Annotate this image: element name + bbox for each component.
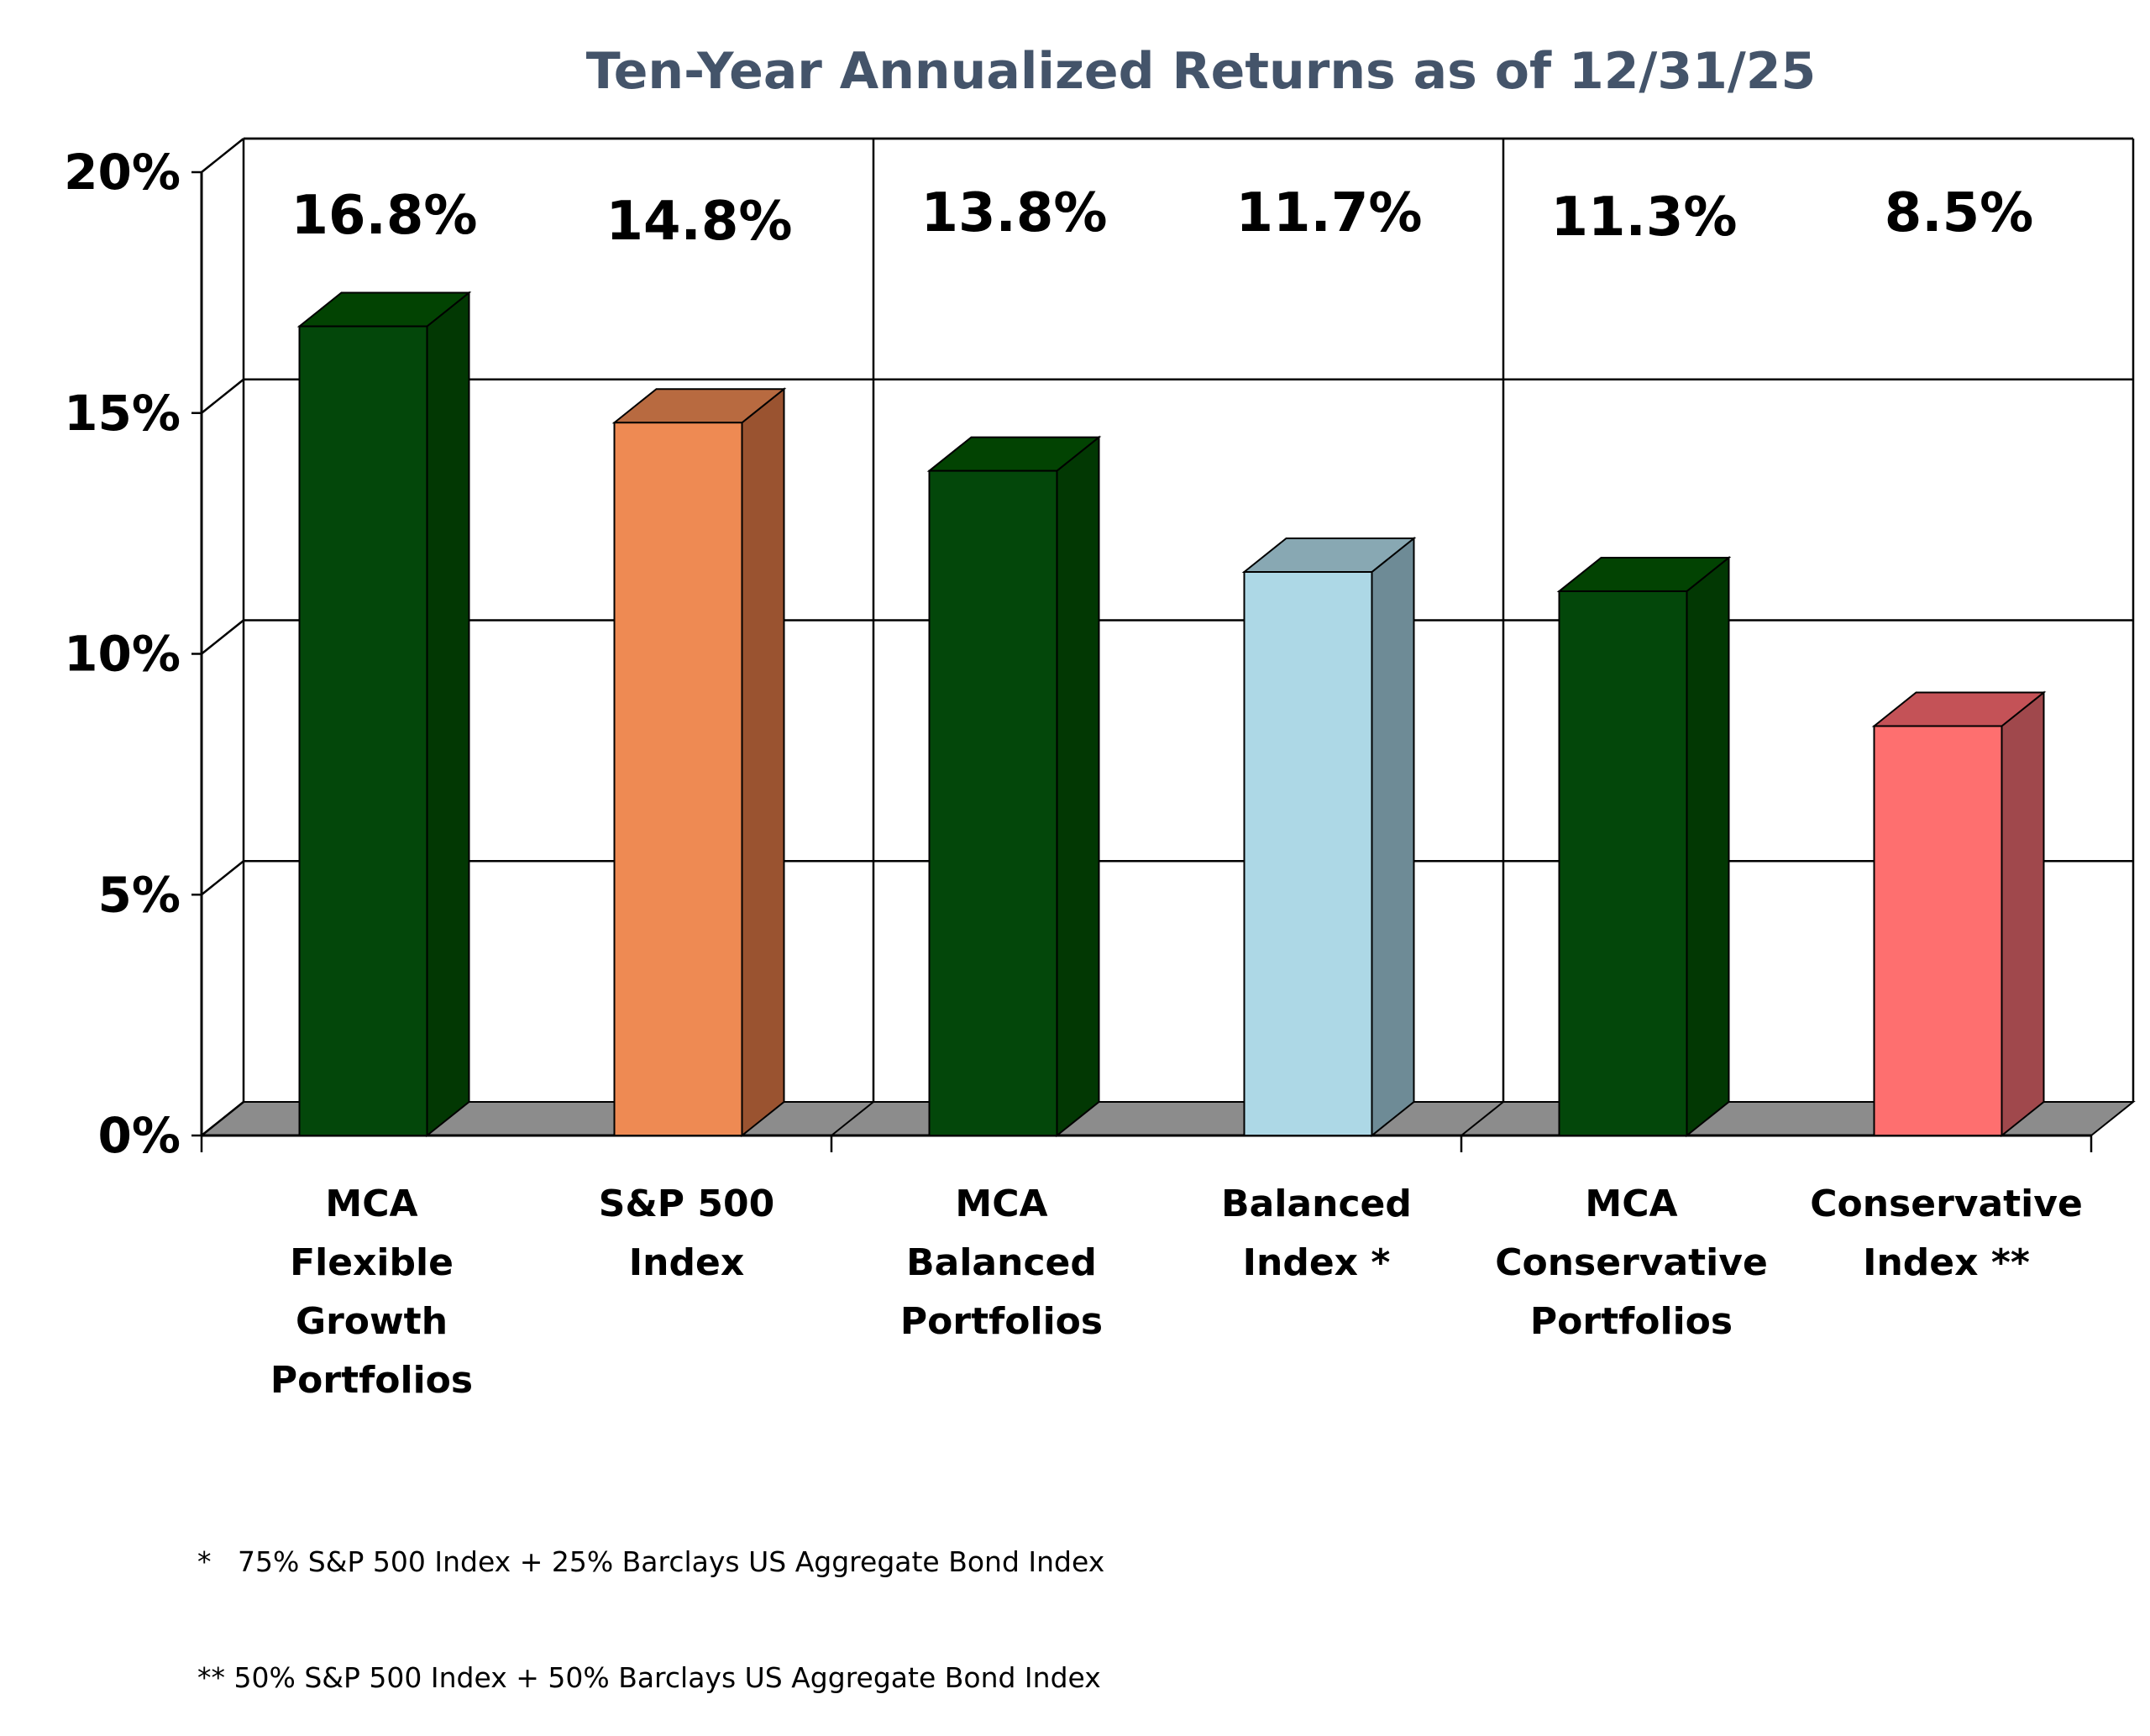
category-label-line: Growth [296,1300,448,1343]
y-tick-label: 15% [64,385,181,442]
category-label: S&P 500 Index [599,1183,774,1284]
data-label: 14.8% [606,191,792,253]
category-label-line: Index * [1243,1241,1391,1284]
bar-front [1243,571,1373,1136]
category-label-line: Index ** [1863,1241,2030,1284]
data-label: 16.8% [291,185,477,247]
bar-side [1371,536,1415,1138]
bar-front [928,469,1058,1136]
data-label: 11.3% [1550,186,1737,249]
category-label-line: Index [629,1241,744,1284]
bar [611,387,787,1138]
floor-divider [1460,1101,1504,1136]
bar [296,291,472,1138]
bar-side [1056,435,1100,1138]
category-label: Balanced Index * [1221,1183,1412,1284]
category-label-line: Balanced [906,1241,1097,1284]
category-label: Conservative Index ** [1810,1183,2083,1284]
category-label: MCA Conservative Portfolios [1495,1183,1768,1343]
category-label: MCA Balanced Portfolios [900,1183,1103,1343]
y-tick-label: 20% [64,144,181,201]
bar-front [298,325,428,1136]
gridline-depth [201,1101,244,1136]
chart-title: Ten-Year Annualized Returns as of 12/31/… [586,42,1817,101]
y-tick-label: 0% [98,1107,181,1164]
category-label-line: Conservative [1495,1241,1768,1284]
floor-divider [831,1101,874,1136]
data-label: 8.5% [1885,182,2034,244]
gridline-depth [201,378,244,414]
bar [926,435,1102,1138]
category-label-line: MCA [325,1183,417,1225]
gridline-depth [201,860,244,896]
gridline-depth [201,619,244,655]
bar [1241,536,1417,1138]
bar-front [613,422,743,1137]
bar [1871,690,2047,1138]
bar-front [1558,590,1688,1136]
bar-front [1873,725,2003,1137]
category-label-line: Conservative [1810,1183,2083,1225]
bar-side [426,291,470,1138]
chart-floor [199,1101,2136,1136]
category-label-line: Flexible [290,1241,454,1284]
category-label-line: Portfolios [900,1300,1103,1343]
category-label-line: S&P 500 [599,1183,774,1225]
category-label: MCA Flexible Growth Portfolios [270,1183,473,1402]
category-label-line: MCA [1585,1183,1677,1225]
bar-side [741,387,785,1138]
bar-side [1686,555,1730,1138]
bar-side [2001,690,2045,1138]
y-tick-label: 10% [64,626,181,683]
category-label-line: Portfolios [270,1359,473,1402]
footnote-1: * 75% S&P 500 Index + 25% Barclays US Ag… [197,1545,1105,1578]
y-tick-label: 5% [98,866,181,923]
bar-chart: Ten-Year Annualized Returns as of 12/31/… [64,42,2136,1402]
gridline-depth [201,138,244,173]
bar [1556,555,1732,1138]
footnote-2: ** 50% S&P 500 Index + 50% Barclays US A… [197,1661,1101,1694]
data-label: 11.7% [1235,182,1422,244]
footnotes: * 75% S&P 500 Index + 25% Barclays US Ag… [197,1466,1104,1736]
category-label-line: Balanced [1221,1183,1412,1225]
data-label: 13.8% [920,182,1107,244]
category-label-line: MCA [955,1183,1047,1225]
category-label-line: Portfolios [1530,1300,1733,1343]
